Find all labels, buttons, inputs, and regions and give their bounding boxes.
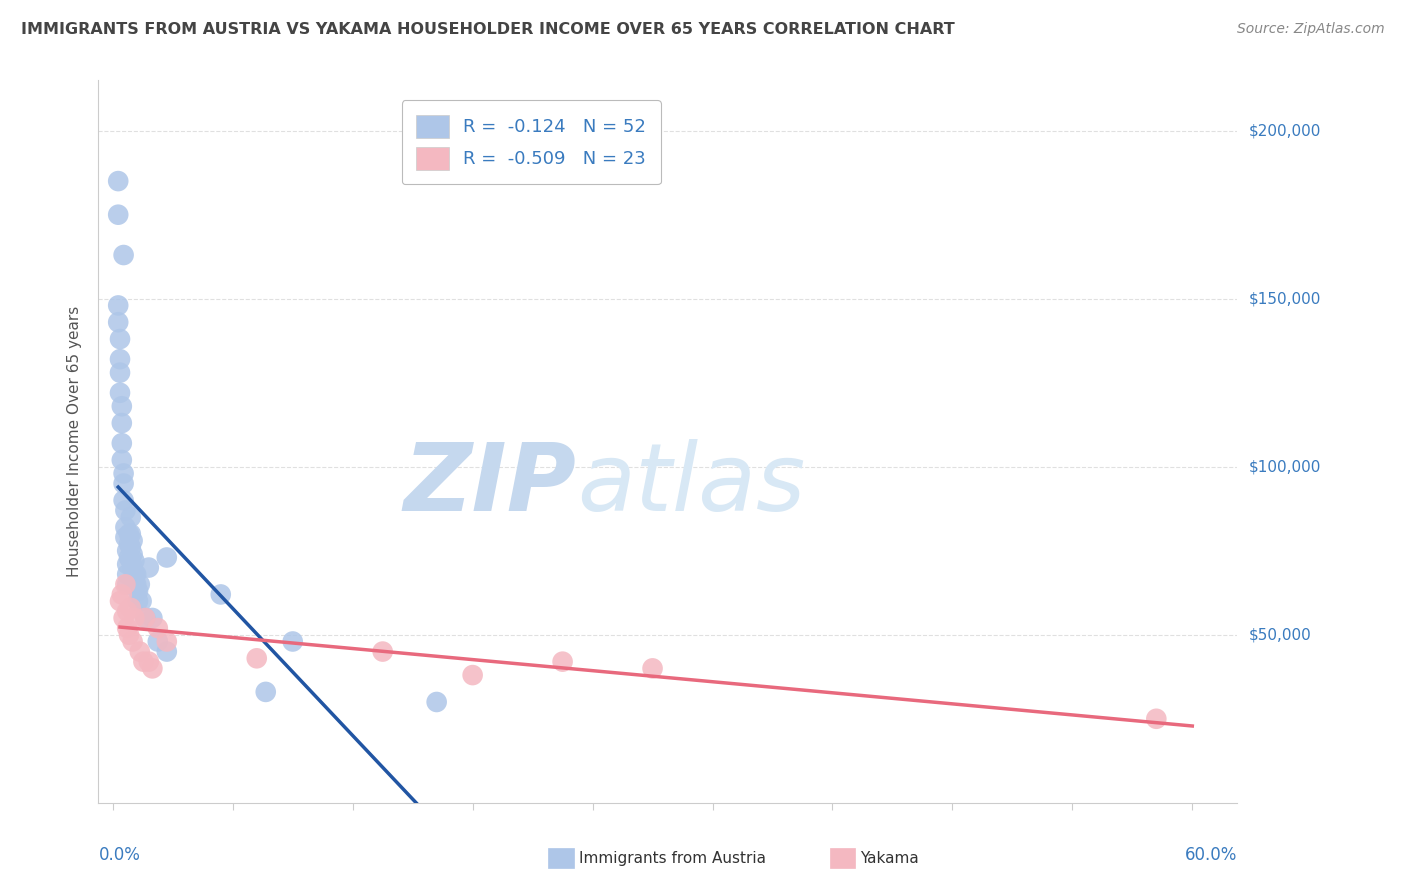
Point (128, 577, 150, 591)
Point (112, 611, 135, 625)
Point (118, 550, 141, 565)
Point (115, 558, 138, 572)
Point (121, 560, 143, 574)
Point (156, 634, 179, 648)
Point (127, 594, 149, 608)
Point (121, 533, 143, 548)
Text: Yakama: Yakama (860, 851, 920, 865)
Text: $150,000: $150,000 (1249, 291, 1320, 306)
Point (108, 385, 131, 400)
Point (120, 541, 142, 555)
Point (124, 567, 146, 582)
Point (120, 600, 142, 615)
Text: $200,000: $200,000 (1249, 123, 1320, 138)
Point (111, 416, 134, 430)
Point (114, 503, 136, 517)
Point (124, 554, 146, 568)
Point (127, 584, 149, 599)
Text: atlas: atlas (576, 440, 806, 531)
Point (112, 493, 135, 508)
Point (141, 611, 163, 625)
Text: 60.0%: 60.0% (1185, 847, 1237, 864)
Point (118, 527, 141, 541)
Point (641, 661, 664, 675)
Point (120, 510, 142, 524)
Point (124, 611, 146, 625)
Point (111, 436, 134, 450)
Point (114, 520, 136, 534)
Text: $50,000: $50,000 (1249, 627, 1312, 642)
Point (115, 577, 138, 591)
Point (131, 594, 153, 608)
Text: 0.0%: 0.0% (98, 847, 141, 864)
Y-axis label: Householder Income Over 65 years: Householder Income Over 65 years (67, 306, 83, 577)
Text: Immigrants from Austria: Immigrants from Austria (579, 851, 766, 865)
Point (426, 695, 449, 709)
Point (146, 621, 169, 635)
Point (115, 621, 138, 635)
Text: ZIP: ZIP (404, 439, 576, 531)
Point (115, 543, 138, 558)
Point (108, 594, 131, 608)
Point (134, 611, 156, 625)
Point (246, 651, 269, 665)
Point (118, 628, 141, 642)
Point (156, 550, 179, 565)
Point (112, 467, 135, 481)
Point (254, 685, 277, 699)
Point (115, 604, 138, 618)
Point (551, 655, 574, 669)
Point (128, 644, 150, 658)
Point (125, 567, 148, 582)
Point (108, 352, 131, 367)
Legend: R =  -0.124   N = 52, R =  -0.509   N = 23: R = -0.124 N = 52, R = -0.509 N = 23 (402, 100, 661, 185)
Bar (548, 848, 574, 868)
Point (107, 208, 129, 222)
Point (138, 655, 160, 669)
Point (121, 547, 143, 561)
Point (461, 668, 484, 682)
Point (112, 248, 135, 262)
Point (108, 332, 131, 346)
Text: IMMIGRANTS FROM AUSTRIA VS YAKAMA HOUSEHOLDER INCOME OVER 65 YEARS CORRELATION C: IMMIGRANTS FROM AUSTRIA VS YAKAMA HOUSEH… (21, 22, 955, 37)
Point (125, 577, 148, 591)
Point (124, 577, 146, 591)
Text: Source: ZipAtlas.com: Source: ZipAtlas.com (1237, 22, 1385, 37)
Point (209, 587, 232, 601)
Point (121, 634, 143, 648)
Point (115, 567, 138, 582)
Point (111, 453, 134, 467)
Point (281, 634, 304, 648)
Point (118, 537, 141, 551)
Point (107, 298, 129, 312)
Point (156, 644, 179, 658)
Point (141, 661, 163, 675)
Point (111, 399, 134, 413)
Point (132, 655, 155, 669)
Point (146, 634, 169, 648)
Point (112, 476, 135, 491)
Point (107, 315, 129, 329)
Point (108, 366, 131, 380)
Point (138, 560, 160, 574)
Point (120, 554, 142, 568)
Point (114, 530, 136, 544)
Point (111, 587, 134, 601)
Point (134, 611, 156, 625)
Point (114, 577, 136, 591)
Point (120, 527, 142, 541)
Point (371, 644, 394, 658)
Bar (830, 848, 855, 868)
Point (1144, 712, 1167, 726)
Text: $100,000: $100,000 (1249, 459, 1320, 475)
Point (107, 174, 129, 188)
